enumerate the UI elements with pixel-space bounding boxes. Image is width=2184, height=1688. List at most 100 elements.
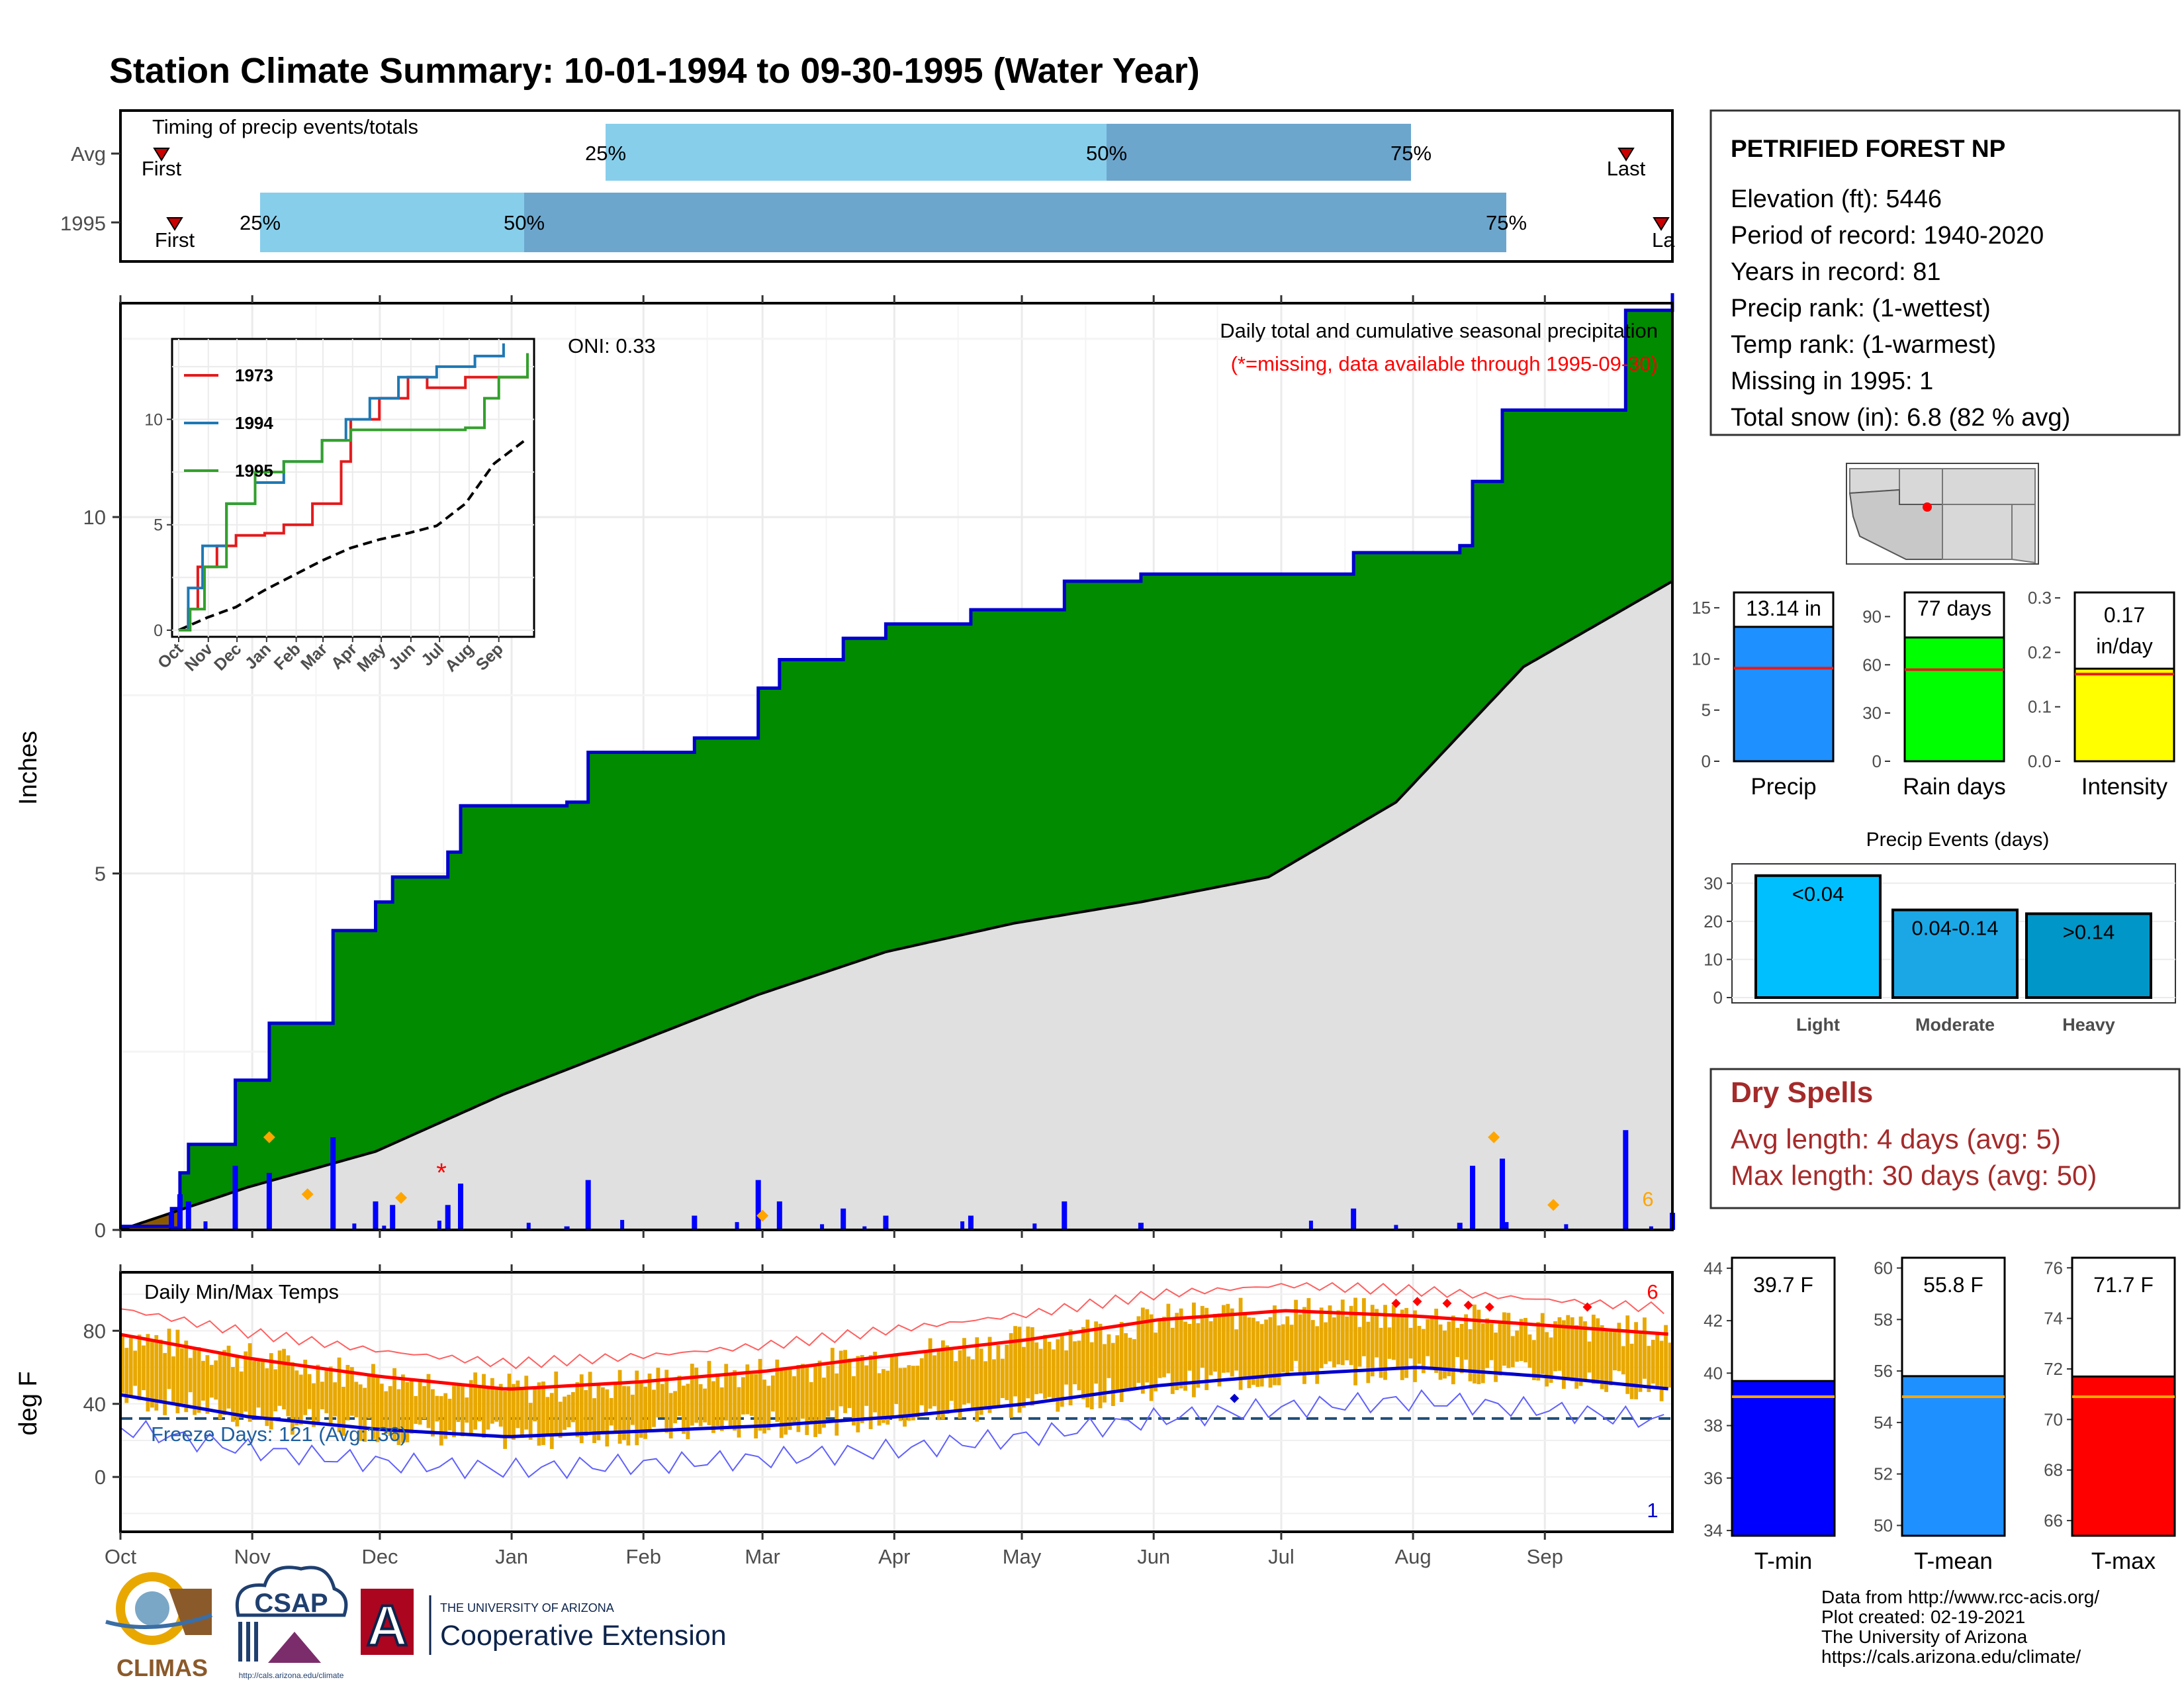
temp-bar-ytick: 56	[1874, 1361, 1893, 1381]
snow-marker	[1488, 1131, 1500, 1143]
station-line-snow: Total snow (in): 6.8 (82 % avg)	[1731, 404, 2070, 432]
daily-temp-range	[184, 1340, 189, 1413]
daily-temp-range	[1247, 1317, 1251, 1389]
daily-temp-range	[533, 1389, 537, 1422]
daily-precip-bar	[526, 1223, 531, 1230]
mini-bar-label: Rain days	[1903, 774, 2006, 800]
daily-temp-range	[1549, 1337, 1553, 1383]
station-line-period: Period of record: 1940-2020	[1731, 222, 2044, 250]
month-tick-label: Jan	[495, 1545, 528, 1568]
daily-temp-range	[1451, 1315, 1455, 1385]
daily-temp-range	[1056, 1339, 1060, 1412]
daily-temp-range	[248, 1343, 252, 1422]
daily-temp-range	[1175, 1313, 1179, 1390]
inset-normal-line	[178, 437, 529, 632]
daily-temp-range	[409, 1380, 414, 1434]
daily-temp-range	[452, 1385, 456, 1438]
daily-temp-range	[1145, 1309, 1150, 1383]
inset-legend-label: 1973	[235, 365, 273, 385]
daily-temp-range	[295, 1370, 299, 1426]
daily-temp-range	[698, 1384, 703, 1427]
daily-temp-range	[796, 1365, 801, 1432]
temp-bar-label: T-max	[2091, 1548, 2156, 1574]
events-bar-category: Light	[1796, 1015, 1840, 1035]
temp-high-count: 6	[1647, 1280, 1658, 1303]
daily-temp-range	[1519, 1319, 1524, 1361]
daily-temp-range	[520, 1388, 524, 1438]
daily-temp-range	[482, 1374, 486, 1438]
daily-temp-range	[1196, 1323, 1201, 1388]
daily-temp-range	[1179, 1308, 1183, 1389]
daily-temp-range	[226, 1345, 231, 1409]
precip-caption: Daily total and cumulative seasonal prec…	[1220, 319, 1658, 342]
daily-temp-range	[1264, 1319, 1269, 1377]
daily-temp-range	[1162, 1317, 1166, 1378]
daily-precip-bar	[692, 1215, 698, 1230]
daily-temp-range	[792, 1376, 796, 1424]
daily-temp-range	[507, 1374, 512, 1436]
footer-university: The University of Arizona	[1821, 1626, 2028, 1647]
daily-temp-range	[158, 1339, 163, 1402]
mini-bar-label: Intensity	[2081, 774, 2168, 800]
daily-temp-range	[1638, 1333, 1643, 1392]
mini-bar-ytick: 5	[1702, 700, 1711, 720]
station-location-marker	[1923, 502, 1932, 512]
daily-temp-range	[179, 1348, 184, 1404]
daily-precip-bar	[1308, 1221, 1313, 1230]
daily-temp-range	[235, 1357, 240, 1427]
daily-temp-range	[949, 1350, 954, 1401]
daily-temp-range	[1226, 1303, 1230, 1373]
month-tick-label: Oct	[105, 1545, 137, 1568]
daily-temp-range	[1396, 1316, 1400, 1368]
timing-label: Timing of precip events/totals	[152, 115, 418, 138]
daily-temp-range	[171, 1356, 175, 1405]
mini-bar-ytick: 0	[1702, 751, 1711, 771]
daily-temp-range	[193, 1349, 197, 1415]
temp-ytick-label: 80	[83, 1319, 106, 1342]
ua-logo-letter: A	[367, 1594, 408, 1658]
season-totals-bars: 0 5 10 15 13.14 in Precip 0 30 60 90 77 days Rain d…	[1692, 588, 2175, 800]
daily-temp-range	[231, 1367, 235, 1422]
daily-temp-range	[1259, 1324, 1264, 1387]
daily-temp-range	[1298, 1314, 1302, 1374]
daily-temp-range	[205, 1355, 210, 1414]
daily-temp-range	[1243, 1315, 1247, 1380]
events-bar-light	[1754, 874, 1882, 999]
daily-temp-range	[307, 1374, 312, 1409]
daily-temp-range	[188, 1358, 193, 1393]
precip-ytick-label: 0	[95, 1219, 106, 1242]
daily-temp-range	[703, 1388, 707, 1423]
daily-temp-range	[1285, 1316, 1290, 1375]
temp-bar-ytick: 76	[2044, 1258, 2063, 1278]
temp-bar-ytick: 54	[1874, 1413, 1893, 1432]
daily-precip-bar	[1457, 1223, 1463, 1230]
daily-precip-bar	[373, 1201, 379, 1230]
daily-temp-range	[626, 1386, 631, 1446]
daily-temp-range	[1387, 1327, 1392, 1359]
dry-spells-box: Dry Spells Avg length: 4 days (avg: 5) M…	[1709, 1068, 2181, 1209]
daily-temp-range	[1017, 1327, 1022, 1413]
temp-bar-ytick: 60	[1874, 1258, 1893, 1278]
daily-temp-range	[345, 1364, 350, 1421]
events-bar-value-label: <0.04	[1792, 882, 1844, 906]
daily-precip-bar	[1500, 1219, 1505, 1230]
daily-temp-range	[1060, 1334, 1064, 1407]
daily-temp-range	[549, 1393, 554, 1449]
events-ytick: 0	[1713, 988, 1723, 1008]
daily-temp-range	[856, 1356, 860, 1432]
mini-bar-2	[2073, 667, 2175, 763]
daily-temp-range	[312, 1383, 316, 1427]
daily-temp-range	[779, 1368, 784, 1438]
daily-precip-bar	[390, 1205, 396, 1230]
daily-precip-bar	[169, 1212, 175, 1230]
daily-temp-range	[690, 1364, 694, 1426]
daily-temp-range	[1480, 1323, 1485, 1383]
daily-temp-range	[1578, 1316, 1583, 1386]
daily-temp-range	[349, 1367, 354, 1416]
inset-ytick-label: 5	[154, 516, 163, 535]
daily-temp-range	[1000, 1358, 1005, 1398]
daily-temp-range	[996, 1345, 1001, 1406]
daily-temp-range	[465, 1397, 469, 1423]
daily-temp-range	[1447, 1321, 1451, 1376]
snow-marker	[756, 1209, 769, 1222]
